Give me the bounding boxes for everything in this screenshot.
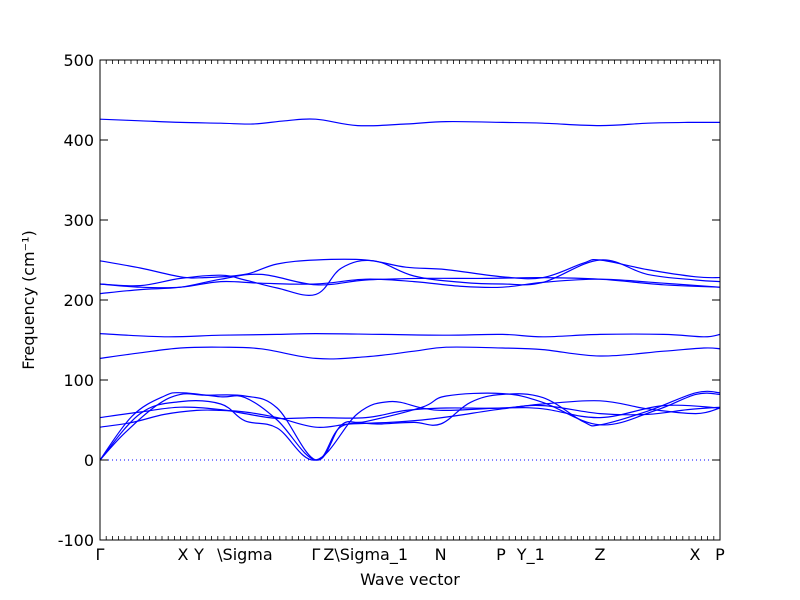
x-axis-label: Wave vector bbox=[360, 570, 460, 589]
series-line-11 bbox=[99, 390, 721, 461]
series-line-10 bbox=[99, 392, 721, 461]
x-tick-label: Y_1 bbox=[516, 545, 545, 565]
x-tick-label: P bbox=[715, 545, 725, 564]
series-line-6 bbox=[99, 332, 721, 338]
y-tick-label: 300 bbox=[63, 211, 94, 230]
series-line-8 bbox=[99, 400, 721, 420]
x-tick-label: \Sigma bbox=[217, 545, 273, 564]
x-tick-label: X bbox=[177, 545, 188, 564]
y-tick-label: 0 bbox=[84, 451, 94, 470]
y-tick-label: 100 bbox=[63, 371, 94, 390]
y-tick-label: -100 bbox=[58, 531, 94, 550]
plot-frame bbox=[99, 59, 721, 541]
series-line-7 bbox=[99, 346, 721, 360]
series-line-1 bbox=[99, 118, 721, 127]
x-tick-label: X bbox=[690, 545, 701, 564]
x-axis-ticks: Γ X Y \Sigma Γ Z\Sigma_1 N P Y_1 Z X P bbox=[96, 60, 725, 565]
y-tick-label: 200 bbox=[63, 291, 94, 310]
x-tick-label: P bbox=[496, 545, 506, 564]
series-line-3 bbox=[99, 259, 721, 296]
x-tick-label: N bbox=[435, 545, 447, 564]
x-tick-label: Γ bbox=[96, 545, 105, 564]
series-line-5 bbox=[99, 278, 721, 289]
series-line-9 bbox=[99, 404, 721, 429]
x-tick-label: Z bbox=[595, 545, 606, 564]
x-tick-label: Y bbox=[193, 545, 204, 564]
x-tick-label: Z\Sigma_1 bbox=[323, 545, 408, 565]
x-tick-label: Γ bbox=[311, 545, 320, 564]
series-layer bbox=[99, 118, 721, 461]
y-axis-label: Frequency (cm⁻¹) bbox=[19, 230, 38, 369]
series-line-2 bbox=[99, 258, 721, 280]
series-line-12 bbox=[99, 400, 721, 461]
y-tick-label: 500 bbox=[63, 51, 94, 70]
y-tick-label: 400 bbox=[63, 131, 94, 150]
y-axis-ticks: -100 0 100 200 300 400 500 bbox=[58, 51, 720, 550]
